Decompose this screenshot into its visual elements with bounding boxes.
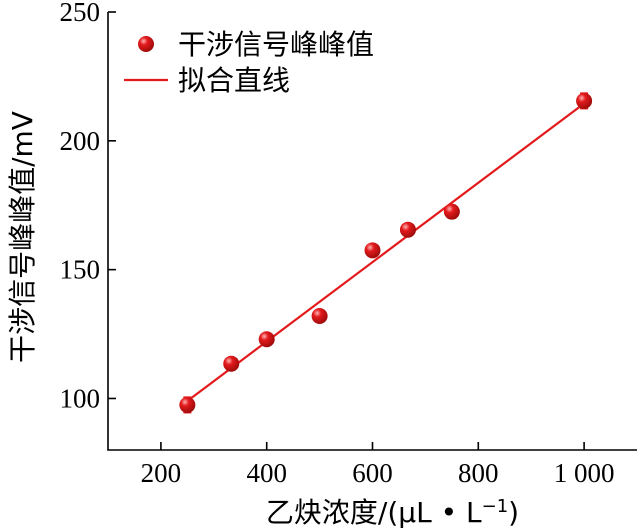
legend-label-points: 干涉信号峰峰值: [178, 28, 374, 61]
y-tick-label: 100: [60, 383, 101, 413]
x-axis-title-superscript: −1: [482, 496, 509, 517]
y-tick-label: 150: [60, 255, 101, 285]
x-tick-label: 200: [141, 458, 182, 488]
x-tick-label: 1 000: [554, 458, 615, 488]
axis-frame: [107, 12, 637, 451]
data-point: [223, 355, 240, 372]
data-point: [179, 396, 196, 413]
y-tick-label: 250: [60, 0, 101, 27]
fit-line: [186, 102, 585, 402]
x-axis-title: 乙炔浓度/(μL • L−1): [266, 496, 519, 530]
fit-line-layer: [186, 102, 585, 402]
data-point: [576, 92, 593, 109]
x-tick-label: 400: [246, 458, 287, 488]
data-point: [364, 242, 381, 259]
axes: [107, 12, 637, 451]
ticks: 200 400 600 800 1 000 100 150 200 250: [60, 0, 615, 488]
data-point: [443, 203, 460, 220]
x-tick-label: 600: [352, 458, 393, 488]
legend-marker-points: [138, 36, 154, 52]
data-point: [311, 308, 328, 325]
y-axis-title: 干涉信号峰峰值/mV: [6, 111, 39, 363]
data-point: [258, 331, 275, 348]
y-tick-label: 200: [60, 126, 101, 156]
data-point: [399, 221, 416, 238]
data-points-layer: [179, 92, 593, 414]
x-tick-label: 800: [458, 458, 499, 488]
legend-label-line: 拟合直线: [178, 64, 290, 97]
